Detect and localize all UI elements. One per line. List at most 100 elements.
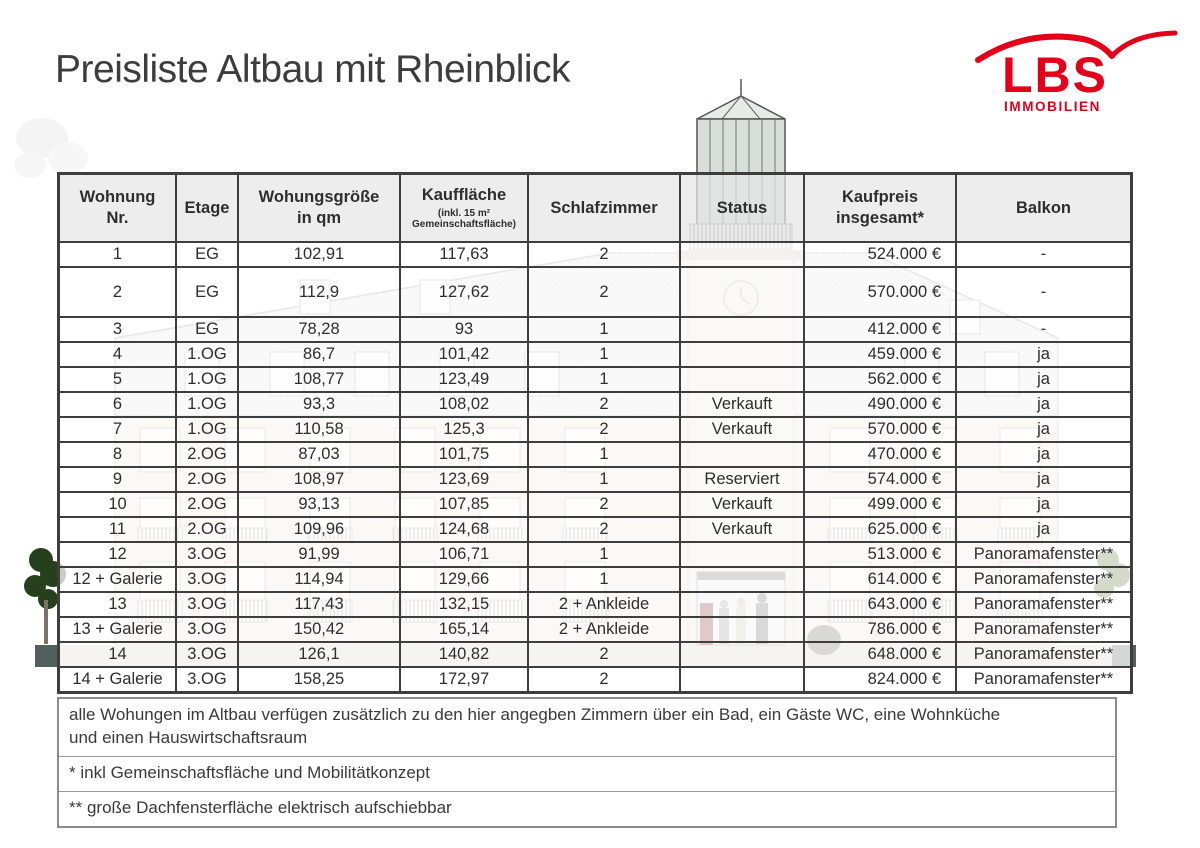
page-title: Preisliste Altbau mit Rheinblick	[55, 48, 571, 91]
purchase-area: 132,15	[399, 591, 529, 618]
status: Verkauft	[679, 416, 805, 443]
lbs-logo-text: LBS	[1002, 47, 1108, 103]
size-qm: 158,25	[237, 666, 401, 693]
status: Verkauft	[679, 391, 805, 418]
table-row: 11 2.OG 109,96 124,68 2 Verkauft 625.000 € ja	[57, 516, 1133, 543]
floor: 2.OG	[175, 441, 239, 468]
total-price: 614.000 €	[803, 566, 957, 593]
apartment-number: 14	[57, 641, 177, 668]
floor: 1.OG	[175, 366, 239, 393]
apartment-number: 12 + Galerie	[57, 566, 177, 593]
bedrooms: 1	[527, 366, 681, 393]
status: Reserviert	[679, 466, 805, 493]
purchase-area: 106,71	[399, 541, 529, 568]
purchase-area: 93	[399, 316, 529, 343]
apartment-number: 3	[57, 316, 177, 343]
balcony: Panoramafenster**	[955, 541, 1133, 568]
total-price: 643.000 €	[803, 591, 957, 618]
status	[679, 241, 805, 268]
column-header-3: Kauffläche (inkl. 15 m² Gemeinschaftsfläch…	[399, 172, 529, 243]
apartment-number: 13	[57, 591, 177, 618]
size-qm: 102,91	[237, 241, 401, 268]
size-qm: 117,43	[237, 591, 401, 618]
table-row: 12 3.OG 91,99 106,71 1 513.000 € Panoramafenst…	[57, 541, 1133, 568]
table-row: 6 1.OG 93,3 108,02 2 Verkauft 490.000 € ja	[57, 391, 1133, 418]
balcony: ja	[955, 491, 1133, 518]
size-qm: 108,97	[237, 466, 401, 493]
table-header-row: Wohnung Nr. Etage Wohungsgröße in qm Kauffläc…	[57, 172, 1133, 243]
purchase-area: 124,68	[399, 516, 529, 543]
total-price: 513.000 €	[803, 541, 957, 568]
balcony: ja	[955, 391, 1133, 418]
table-row: 9 2.OG 108,97 123,69 1 Reserviert 574.000 € ja	[57, 466, 1133, 493]
purchase-area: 108,02	[399, 391, 529, 418]
bedrooms: 1	[527, 441, 681, 468]
size-qm: 110,58	[237, 416, 401, 443]
purchase-area: 123,49	[399, 366, 529, 393]
status	[679, 441, 805, 468]
table-row: 1 EG 102,91 117,63 2 524.000 € -	[57, 241, 1133, 268]
status	[679, 566, 805, 593]
price-table-container: Wohnung Nr. Etage Wohungsgröße in qm Kauffläc…	[57, 172, 1133, 694]
total-price: 490.000 €	[803, 391, 957, 418]
floor: 3.OG	[175, 566, 239, 593]
table-row: 8 2.OG 87,03 101,75 1 470.000 € ja	[57, 441, 1133, 468]
table-row: 12 + Galerie 3.OG 114,94 129,66 1 614.000 € Pa…	[57, 566, 1133, 593]
column-header-0: Wohnung Nr.	[57, 172, 177, 243]
apartment-number: 2	[57, 266, 177, 318]
table-row: 13 + Galerie 3.OG 150,42 165,14 2 + Ankleide…	[57, 616, 1133, 643]
floor: 3.OG	[175, 591, 239, 618]
purchase-area: 123,69	[399, 466, 529, 493]
purchase-area: 127,62	[399, 266, 529, 318]
floor: 1.OG	[175, 391, 239, 418]
bedrooms: 1	[527, 541, 681, 568]
total-price: 499.000 €	[803, 491, 957, 518]
status	[679, 616, 805, 643]
table-row: 4 1.OG 86,7 101,42 1 459.000 € ja	[57, 341, 1133, 368]
size-qm: 112,9	[237, 266, 401, 318]
balcony: ja	[955, 466, 1133, 493]
apartment-number: 7	[57, 416, 177, 443]
column-header-5: Status	[679, 172, 805, 243]
balcony: Panoramafenster**	[955, 591, 1133, 618]
size-qm: 91,99	[237, 541, 401, 568]
floor: 1.OG	[175, 341, 239, 368]
floor: 3.OG	[175, 541, 239, 568]
size-qm: 114,94	[237, 566, 401, 593]
table-row: 14 3.OG 126,1 140,82 2 648.000 € Panoramafenst…	[57, 641, 1133, 668]
size-qm: 93,3	[237, 391, 401, 418]
size-qm: 87,03	[237, 441, 401, 468]
balcony: Panoramafenster**	[955, 641, 1133, 668]
balcony: ja	[955, 341, 1133, 368]
apartment-number: 14 + Galerie	[57, 666, 177, 693]
column-header-6: Kaufpreis insgesamt*	[803, 172, 957, 243]
column-header-7: Balkon	[955, 172, 1133, 243]
apartment-number: 12	[57, 541, 177, 568]
bedrooms: 1	[527, 316, 681, 343]
size-qm: 93,13	[237, 491, 401, 518]
total-price: 786.000 €	[803, 616, 957, 643]
table-row: 3 EG 78,28 93 1 412.000 € -	[57, 316, 1133, 343]
floor: EG	[175, 316, 239, 343]
tree-left	[24, 548, 66, 644]
floor: EG	[175, 266, 239, 318]
status	[679, 316, 805, 343]
floor: 2.OG	[175, 466, 239, 493]
apartment-number: 8	[57, 441, 177, 468]
total-price: 524.000 €	[803, 241, 957, 268]
apartment-number: 1	[57, 241, 177, 268]
bedrooms: 1	[527, 566, 681, 593]
bedrooms: 1	[527, 466, 681, 493]
apartment-number: 6	[57, 391, 177, 418]
size-qm: 78,28	[237, 316, 401, 343]
balcony: ja	[955, 441, 1133, 468]
balcony: -	[955, 316, 1133, 343]
total-price: 648.000 €	[803, 641, 957, 668]
floor: EG	[175, 241, 239, 268]
total-price: 412.000 €	[803, 316, 957, 343]
table-row: 10 2.OG 93,13 107,85 2 Verkauft 499.000 € ja	[57, 491, 1133, 518]
bedrooms: 2	[527, 266, 681, 318]
lbs-logo: LBS IMMOBILIEN	[975, 26, 1185, 122]
apartment-number: 5	[57, 366, 177, 393]
total-price: 570.000 €	[803, 266, 957, 318]
